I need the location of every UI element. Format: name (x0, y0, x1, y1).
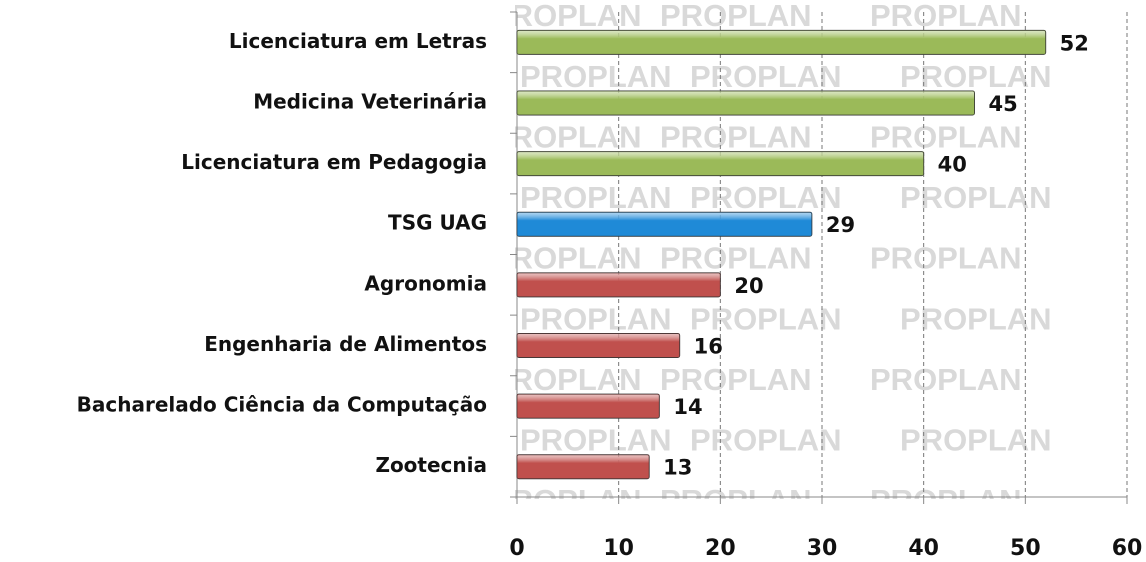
value-label: 29 (826, 213, 855, 237)
value-label: 45 (989, 92, 1018, 116)
bar (516, 29, 1047, 55)
watermark: PROPLAN (900, 180, 1052, 215)
x-tick-label: 10 (603, 536, 634, 561)
watermark: PROPLAN (490, 119, 642, 154)
category-label: Engenharia de Alimentos (204, 332, 487, 356)
bar-tint (517, 90, 975, 115)
category-label: Bacharelado Ciência da Computação (77, 393, 487, 417)
watermark: PROPLAN (690, 301, 842, 336)
x-tick-label: 30 (807, 536, 838, 561)
value-label: 16 (694, 334, 723, 358)
category-label: TSG UAG (388, 211, 487, 235)
watermark: PROPLAN (490, 362, 642, 397)
watermark: PROPLAN (520, 59, 672, 94)
bar-tint (517, 151, 924, 176)
watermark: PROPLAN (490, 241, 642, 276)
watermark: PROPLAN (690, 423, 842, 458)
watermark: PROPLAN (870, 119, 1022, 154)
value-label: 40 (938, 153, 967, 177)
bar (516, 151, 925, 177)
watermark: PROPLAN (660, 241, 812, 276)
watermark-mask (0, 499, 1146, 562)
watermark: PROPLAN (900, 59, 1052, 94)
watermark: PROPLAN (520, 301, 672, 336)
watermark: PROPLAN (520, 423, 672, 458)
bar-tint (517, 394, 660, 419)
bar (516, 332, 681, 358)
value-label: 14 (673, 395, 702, 419)
category-label: Zootecnia (375, 453, 487, 477)
value-label: 52 (1060, 31, 1089, 55)
x-tick-label: 40 (908, 536, 939, 561)
category-label: Licenciatura em Pedagogia (181, 150, 487, 174)
bar-tint (517, 30, 1046, 55)
bar (516, 454, 650, 480)
bar (516, 211, 813, 237)
watermark: PROPLAN (490, 0, 642, 33)
watermark: PROPLAN (690, 180, 842, 215)
value-label: 13 (663, 456, 692, 480)
category-label: Licenciatura em Letras (229, 29, 487, 53)
watermark: PROPLAN (660, 0, 812, 33)
watermark: PROPLAN (660, 362, 812, 397)
watermark: PROPLAN (870, 362, 1022, 397)
watermark: PROPLAN (900, 301, 1052, 336)
bar-tint (517, 272, 721, 297)
bar-tint (517, 454, 650, 479)
watermark: PROPLAN (520, 180, 672, 215)
watermark: PROPLAN (660, 119, 812, 154)
bar (516, 272, 721, 298)
bar-tint (517, 212, 812, 237)
value-label: 20 (734, 274, 763, 298)
watermark: PROPLAN (690, 59, 842, 94)
watermark: PROPLAN (870, 0, 1022, 33)
x-tick-label: 20 (705, 536, 736, 561)
bar (516, 90, 975, 116)
watermark: PROPLAN (900, 423, 1052, 458)
bar (516, 393, 660, 419)
bar-tint (517, 333, 680, 358)
watermark: PROPLAN (870, 241, 1022, 276)
watermark-mask (0, 0, 515, 562)
x-tick-label: 0 (509, 536, 524, 561)
x-tick-label: 50 (1010, 536, 1041, 561)
category-label: Agronomia (364, 271, 487, 295)
x-tick-label: 60 (1112, 536, 1143, 561)
category-label: Medicina Veterinária (253, 89, 487, 113)
